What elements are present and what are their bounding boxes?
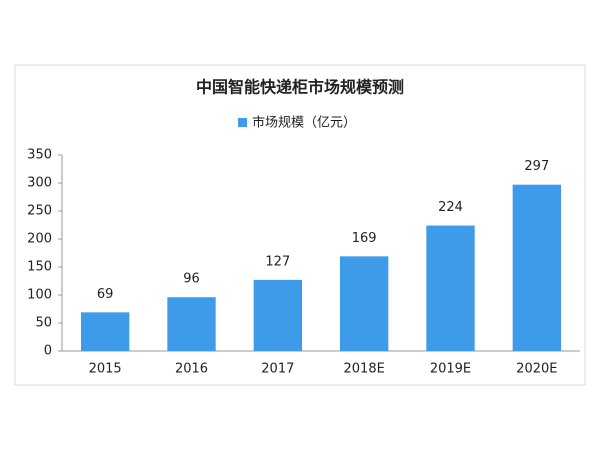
data-label: 127 xyxy=(265,254,290,269)
data-label: 297 xyxy=(524,159,549,174)
y-tick-label: 50 xyxy=(35,316,52,331)
data-label: 69 xyxy=(97,287,114,302)
x-tick-label: 2020E xyxy=(516,362,557,377)
bar xyxy=(426,225,475,351)
x-tick-label: 2016 xyxy=(175,362,208,377)
y-tick-label: 200 xyxy=(27,232,52,247)
x-tick-label: 2018E xyxy=(344,362,385,377)
bar xyxy=(339,256,389,351)
x-tick-label: 2017 xyxy=(261,362,294,377)
y-tick-label: 250 xyxy=(27,204,52,219)
data-label: 96 xyxy=(183,272,200,287)
bar xyxy=(167,297,216,351)
y-tick-label: 300 xyxy=(27,176,52,191)
bar xyxy=(512,184,562,351)
y-tick-label: 0 xyxy=(44,344,52,359)
data-label: 169 xyxy=(352,231,377,246)
y-tick-label: 350 xyxy=(27,148,52,163)
bar xyxy=(253,279,303,351)
legend-swatch xyxy=(238,118,247,127)
x-tick-label: 2015 xyxy=(89,362,122,377)
legend-label: 市场规模（亿元） xyxy=(252,115,356,131)
y-tick-label: 150 xyxy=(27,260,52,275)
data-label: 224 xyxy=(438,200,463,215)
x-tick-label: 2019E xyxy=(430,362,471,377)
chart-title: 中国智能快递柜市场规模预测 xyxy=(196,78,404,97)
y-tick-label: 100 xyxy=(27,288,52,303)
bar xyxy=(80,312,130,351)
